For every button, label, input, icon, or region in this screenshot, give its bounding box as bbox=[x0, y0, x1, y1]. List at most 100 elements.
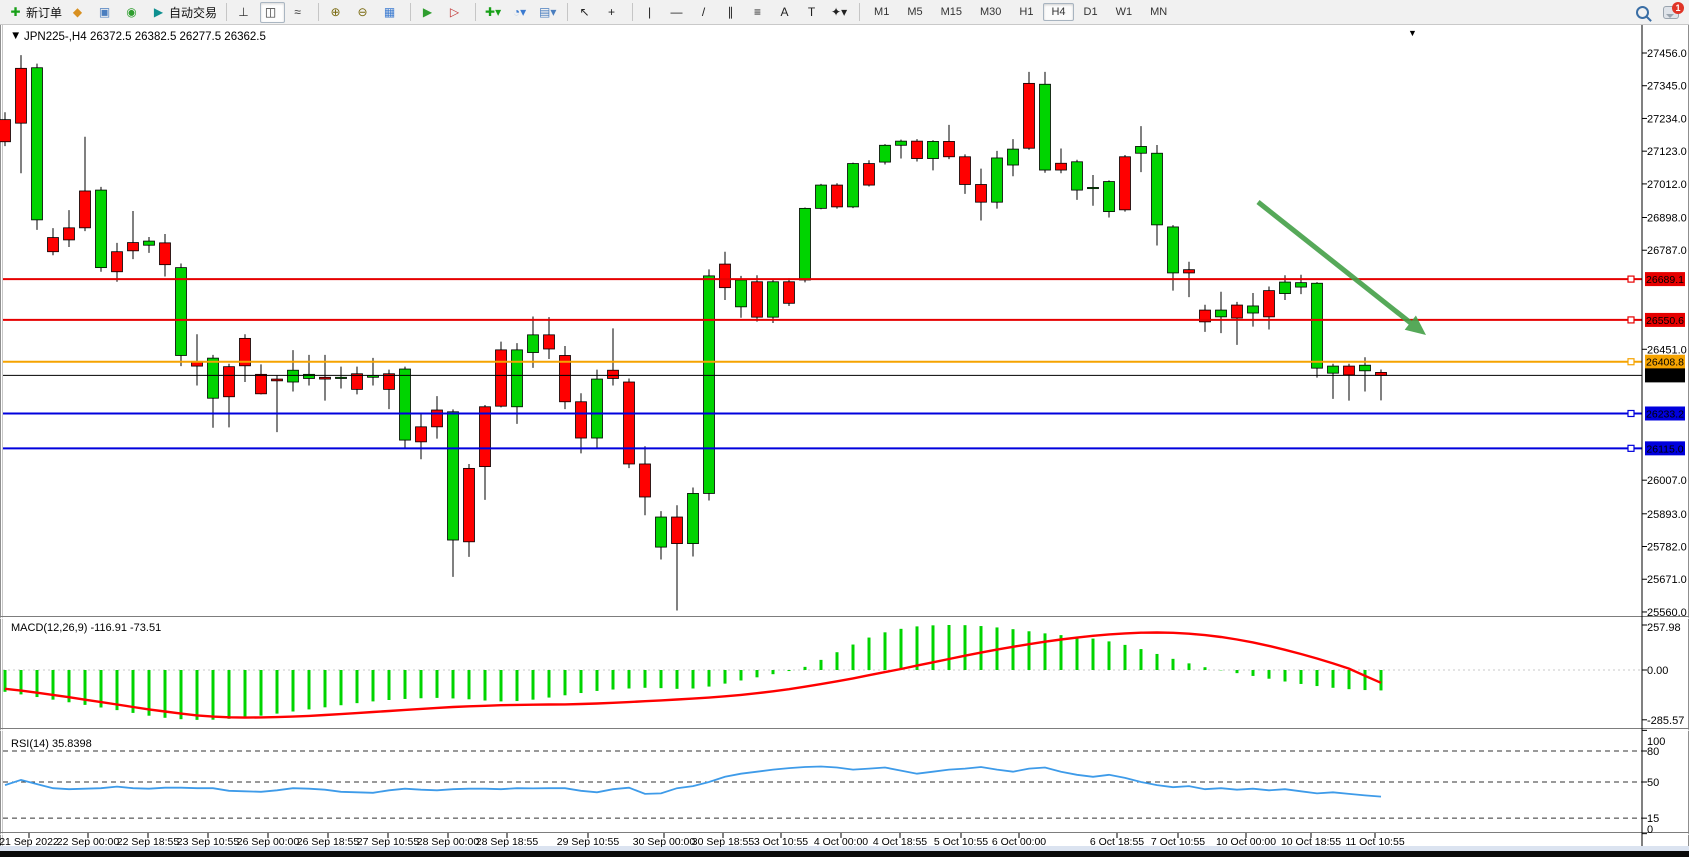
vline-button[interactable]: | bbox=[639, 2, 664, 23]
macd-pane: 257.98 0.00 -285.57 bbox=[3, 622, 1684, 727]
tile-windows-icon: ▦ bbox=[383, 4, 396, 19]
zoom-out-button[interactable]: ⊖ bbox=[352, 2, 377, 23]
cursor-icon: ↖ bbox=[579, 4, 590, 19]
chart-shift-button[interactable]: ▷ bbox=[444, 2, 469, 23]
autotrading-button-label: 自动交易 bbox=[169, 5, 218, 20]
price-axis[interactable]: 27456.0 27345.0 27234.0 27123.0 27012.0 26898… bbox=[1641, 25, 1687, 846]
templates-button[interactable]: ▤▾ bbox=[536, 2, 561, 23]
zoom-in-button[interactable]: ⊕ bbox=[325, 2, 350, 23]
svg-text:26408.8: 26408.8 bbox=[1646, 357, 1684, 369]
chart-shift-icon: ▷ bbox=[449, 4, 460, 19]
fibonacci-icon: ≡ bbox=[754, 4, 762, 19]
signals-icon[interactable]: ◉ bbox=[121, 2, 146, 23]
hline-icon: — bbox=[670, 4, 683, 19]
timeframe-m15-button[interactable]: M15 bbox=[940, 6, 962, 18]
new-order-button[interactable]: ✚ 新订单 bbox=[5, 2, 65, 23]
new-order-icon: ✚ bbox=[10, 4, 21, 19]
timeframe-mn-button[interactable]: MN bbox=[1150, 6, 1168, 18]
channel-button[interactable]: ∥ bbox=[720, 2, 745, 23]
toolbar: ✚ 新订单 ◆ ▣ ◉ ▶ 自动交易 ⊥ ◫ ≈ ⊕ ⊖ ▦ ▶ ▷ ✚▾ ◔▾ ▤▾ ↖ + | — / ∥ ≡ A T ✦▾ M1… bbox=[0, 0, 1689, 25]
text-button[interactable]: A bbox=[774, 2, 799, 23]
svg-text:27456.0: 27456.0 bbox=[1647, 48, 1687, 60]
add-chart-icon: ✚▾ bbox=[485, 4, 502, 19]
templates-icon: ▤▾ bbox=[539, 4, 557, 19]
svg-text:27 Sep 10:55: 27 Sep 10:55 bbox=[357, 836, 420, 848]
timeframe-h4-button[interactable]: H4 bbox=[1043, 3, 1074, 21]
search-icon[interactable] bbox=[1636, 5, 1649, 19]
svg-text:26787.0: 26787.0 bbox=[1647, 245, 1687, 257]
svg-text:0.00: 0.00 bbox=[1647, 665, 1668, 677]
bar-chart-button[interactable]: ⊥ bbox=[233, 2, 258, 23]
crosshair-icon: + bbox=[608, 4, 616, 19]
trend-arrow-object[interactable] bbox=[1256, 200, 1426, 335]
svg-text:10 Oct 18:55: 10 Oct 18:55 bbox=[1281, 836, 1341, 848]
candlestick-chart-button[interactable]: ◫ bbox=[260, 1, 286, 23]
svg-text:28 Sep 18:55: 28 Sep 18:55 bbox=[476, 836, 539, 848]
shapes-icon: ✦▾ bbox=[831, 4, 848, 19]
cursor-button[interactable]: ↖ bbox=[574, 2, 599, 23]
channel-icon: ∥ bbox=[727, 4, 734, 19]
bar-chart-icon: ⊥ bbox=[238, 4, 249, 19]
timeframe-m30-button[interactable]: M30 bbox=[980, 6, 1002, 18]
chart-shift-marker-icon[interactable]: ▼ bbox=[1408, 28, 1417, 38]
crosshair-button[interactable]: + bbox=[601, 2, 626, 23]
toolbar-separator bbox=[632, 3, 634, 21]
bottom-black-bar bbox=[0, 851, 1689, 857]
timeframe-h1-button[interactable]: H1 bbox=[1019, 6, 1034, 18]
fibonacci-button[interactable]: ≡ bbox=[747, 2, 772, 23]
svg-text:7 Oct 10:55: 7 Oct 10:55 bbox=[1151, 836, 1205, 848]
toolbar-separator bbox=[410, 3, 412, 21]
svg-text:22 Sep 18:55: 22 Sep 18:55 bbox=[117, 836, 180, 848]
svg-text:50: 50 bbox=[1647, 777, 1659, 789]
auto-scroll-icon: ▶ bbox=[422, 4, 433, 19]
zoom-in-icon: ⊕ bbox=[330, 4, 341, 19]
svg-text:25671.0: 25671.0 bbox=[1647, 574, 1687, 586]
add-chart-button[interactable]: ✚▾ bbox=[482, 2, 507, 23]
chat-icon[interactable]: 1 bbox=[1663, 1, 1684, 19]
candlestick-series bbox=[0, 55, 1387, 611]
svg-text:27345.0: 27345.0 bbox=[1647, 81, 1687, 93]
timeframe-m5-button[interactable]: M5 bbox=[907, 6, 923, 18]
svg-text:21 Sep 2022: 21 Sep 2022 bbox=[0, 836, 59, 848]
svg-text:26007.0: 26007.0 bbox=[1647, 475, 1687, 487]
timeframe-m1-button[interactable]: M1 bbox=[874, 6, 890, 18]
svg-text:23 Sep 10:55: 23 Sep 10:55 bbox=[177, 836, 240, 848]
wizard-icon[interactable]: ◆ bbox=[67, 2, 92, 23]
svg-text:11 Oct 10:55: 11 Oct 10:55 bbox=[1345, 836, 1405, 848]
svg-text:26 Sep 00:00: 26 Sep 00:00 bbox=[237, 836, 300, 848]
label-button[interactable]: T bbox=[801, 2, 826, 23]
svg-text:26362.5: 26362.5 bbox=[1646, 370, 1684, 382]
chart-menu-triangle-icon[interactable]: ▼ bbox=[10, 30, 21, 42]
svg-text:10 Oct 00:00: 10 Oct 00:00 bbox=[1216, 836, 1276, 848]
timeframe-w1-button[interactable]: W1 bbox=[1115, 6, 1133, 18]
vline-icon: | bbox=[647, 4, 652, 19]
shapes-button[interactable]: ✦▾ bbox=[828, 2, 853, 23]
svg-text:27012.0: 27012.0 bbox=[1647, 179, 1687, 191]
line-chart-button[interactable]: ≈ bbox=[287, 2, 312, 23]
autotrading-button[interactable]: ▶ 自动交易 bbox=[148, 2, 220, 23]
svg-text:26451.0: 26451.0 bbox=[1647, 344, 1687, 356]
toolbar-buttons: ✚ 新订单 ◆ ▣ ◉ ▶ 自动交易 ⊥ ◫ ≈ ⊕ ⊖ ▦ ▶ ▷ ✚▾ ◔▾ ▤▾ ↖ + | — / ∥ ≡ A T ✦▾ bbox=[4, 0, 865, 25]
svg-text:6 Oct 00:00: 6 Oct 00:00 bbox=[992, 836, 1046, 848]
trendline-button[interactable]: / bbox=[693, 2, 718, 23]
timeframe-d1-button[interactable]: D1 bbox=[1083, 6, 1098, 18]
rsi-label: RSI(14) 35.8398 bbox=[11, 738, 92, 750]
periods-button[interactable]: ◔▾ bbox=[509, 2, 534, 23]
svg-text:26898.0: 26898.0 bbox=[1647, 213, 1687, 225]
tile-windows-button[interactable]: ▦ bbox=[379, 2, 404, 23]
svg-text:6 Oct 18:55: 6 Oct 18:55 bbox=[1090, 836, 1144, 848]
trendline-icon: / bbox=[701, 4, 706, 19]
hline-button[interactable]: — bbox=[666, 2, 691, 23]
macd-label: MACD(12,26,9) -116.91 -73.51 bbox=[11, 622, 161, 634]
svg-text:27234.0: 27234.0 bbox=[1647, 113, 1687, 125]
history-center-icon-icon: ▣ bbox=[98, 4, 111, 19]
auto-scroll-button[interactable]: ▶ bbox=[417, 2, 442, 23]
history-center-icon[interactable]: ▣ bbox=[94, 2, 119, 23]
svg-text:29 Sep 10:55: 29 Sep 10:55 bbox=[557, 836, 620, 848]
toolbar-separator bbox=[475, 3, 477, 21]
toolbar-separator bbox=[318, 3, 320, 21]
svg-text:0: 0 bbox=[1647, 824, 1653, 836]
